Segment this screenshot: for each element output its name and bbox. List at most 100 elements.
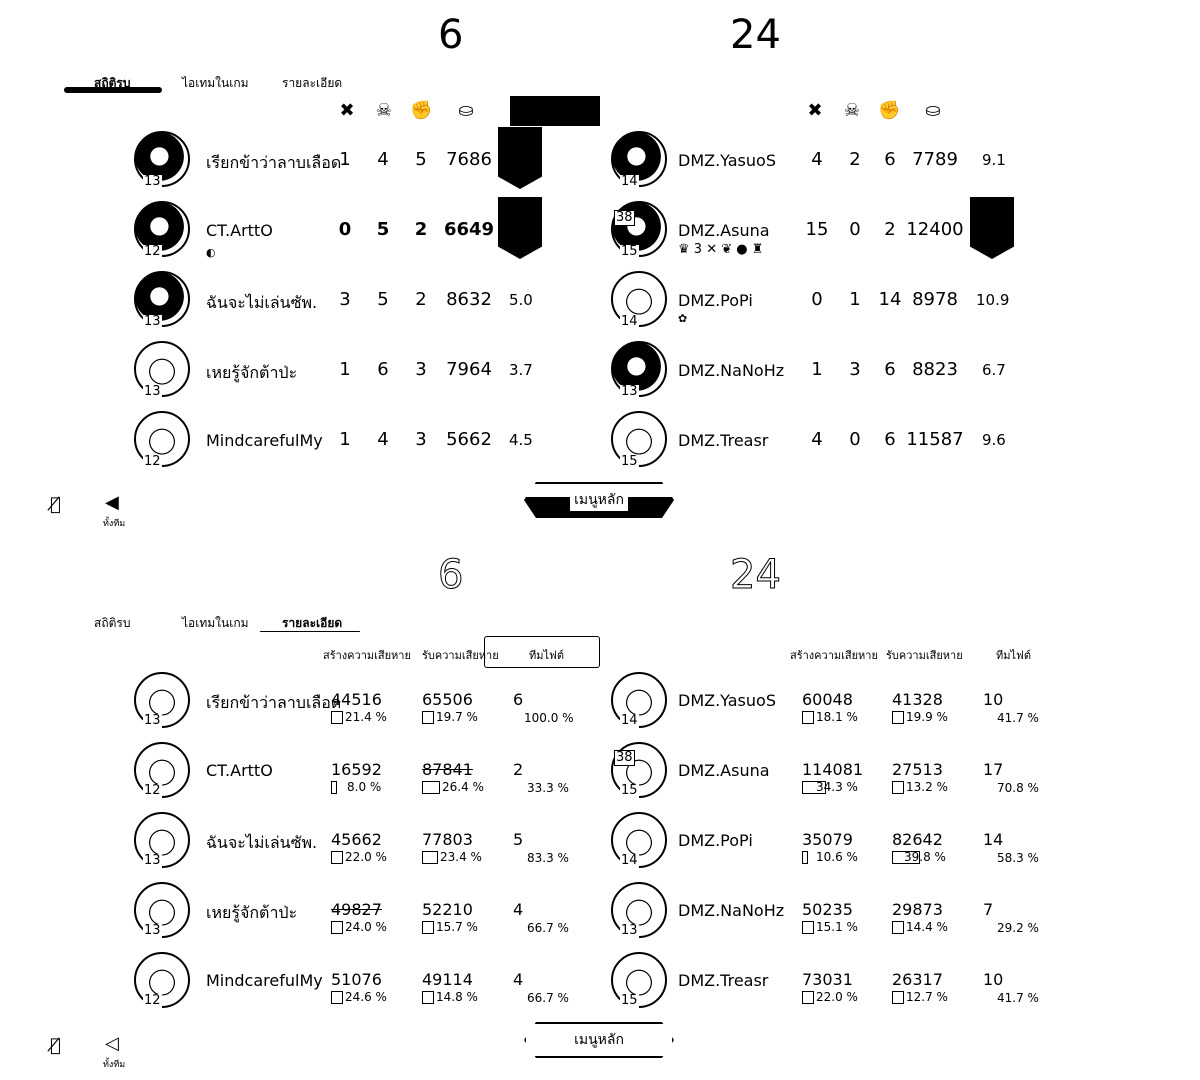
- teamfight-percent: 66.7 %: [527, 991, 569, 1005]
- damage-taken-value: 82642: [892, 830, 943, 849]
- player-level: 13: [620, 384, 639, 399]
- damage-dealt-value: 73031: [802, 970, 853, 989]
- tab-battle-stats[interactable]: สถิติรบ: [94, 76, 131, 90]
- main-menu-label: เมนูหลัก: [570, 1029, 628, 1051]
- damage-taken-percent: 23.4 %: [422, 850, 482, 864]
- assists-value: 6: [884, 429, 896, 450]
- player-name: DMZ.Asuna: [678, 761, 770, 780]
- assists-value: 6: [884, 149, 896, 170]
- gold-value: 8632: [446, 289, 492, 310]
- player-level: 12: [143, 244, 162, 259]
- kills-value: 15: [805, 219, 829, 240]
- active-tab-indicator: [260, 631, 360, 632]
- player-name: DMZ.YasuoS: [678, 151, 776, 170]
- kills-value: 1: [339, 359, 351, 380]
- tab-items[interactable]: ไอเทมในเกม: [182, 76, 249, 90]
- assists-value: 3: [415, 359, 427, 380]
- team-mute-label: ทั้งทีม: [103, 1060, 126, 1070]
- teamfight-value: 10: [983, 970, 1004, 989]
- player-name: ฉันจะไม่เล่นซัพ.: [206, 293, 318, 312]
- speaker-icon[interactable]: ◀: [105, 492, 119, 513]
- damage-taken-value: 41328: [892, 690, 943, 709]
- damage-taken-value: 77803: [422, 830, 473, 849]
- kills-value: 1: [339, 149, 351, 170]
- teamfight-percent: 29.2 %: [997, 921, 1039, 935]
- teamfight-value: 14: [983, 830, 1004, 849]
- tab-details[interactable]: รายละเอียด: [282, 76, 343, 90]
- player-name: CT.ArttO: [206, 761, 273, 780]
- gold-header-icon: ⛀: [458, 100, 474, 121]
- main-menu-button[interactable]: เมนูหลัก: [524, 482, 674, 518]
- teamfight-percent: 33.3 %: [527, 781, 569, 795]
- assists-header-icon: ✊: [410, 100, 433, 121]
- gold-value: 6649: [443, 219, 495, 240]
- player-name: เหยรู้จักต้าป่ะ: [206, 903, 298, 922]
- assists-value: 5: [415, 149, 427, 170]
- teamfight-header: ทีมไฟต์: [996, 649, 1031, 662]
- player-extra-badge: 38: [614, 210, 635, 226]
- damage-dealt-percent: 24.0 %: [331, 920, 387, 934]
- tab-items[interactable]: ไอเทมในเกม: [182, 616, 249, 630]
- damage-taken-percent: 19.9 %: [892, 710, 948, 724]
- rating-value: 6.7: [982, 361, 1006, 379]
- main-menu-label: เมนูหลัก: [570, 489, 628, 511]
- gold-value: 12400: [906, 219, 964, 240]
- gold-value: 11587: [906, 429, 964, 450]
- teamfight-value: 4: [513, 970, 524, 989]
- tab-battle-stats[interactable]: สถิติรบ: [94, 616, 131, 630]
- deaths-value: 6: [377, 359, 389, 380]
- player-name: MindcarefulMy: [206, 431, 323, 450]
- teamfight-value: 6: [513, 690, 524, 709]
- player-level: 12: [143, 454, 162, 469]
- player-name: DMZ.Treasr: [678, 431, 769, 450]
- assists-value: 3: [415, 429, 427, 450]
- damage-dealt-percent: 15.1 %: [802, 920, 858, 934]
- player-name: CT.ArttO: [206, 221, 273, 240]
- player-level: 13: [143, 314, 162, 329]
- deaths-value: 1: [849, 289, 861, 310]
- player-level: 13: [143, 174, 162, 189]
- damage-dealt-percent: 24.6 %: [331, 990, 387, 1004]
- teamfight-percent: 41.7 %: [997, 711, 1039, 725]
- rating-value: 10.9: [976, 291, 1010, 309]
- teamfight-percent: 83.3 %: [527, 851, 569, 865]
- teamfight-percent: 41.7 %: [997, 991, 1039, 1005]
- assists-header-icon: ✊: [878, 100, 901, 121]
- mic-muted-icon[interactable]: 🎙̸: [50, 494, 61, 515]
- kills-value: 1: [811, 359, 823, 380]
- speaker-icon[interactable]: ◁: [105, 1033, 119, 1054]
- assists-value: 14: [878, 289, 902, 310]
- damage-dealt-header: สร้างความเสียหาย: [323, 649, 411, 662]
- gold-value: 8823: [912, 359, 958, 380]
- mvp-badge: [498, 127, 542, 189]
- player-achievement-icons: ♛ 3 ✕ ❦ ● ♜: [678, 242, 764, 257]
- damage-dealt-value: 44516: [331, 690, 382, 709]
- deaths-value: 3: [849, 359, 861, 380]
- player-badges: ◐: [206, 246, 216, 259]
- teamfight-percent: 66.7 %: [527, 921, 569, 935]
- damage-taken-percent: 14.4 %: [892, 920, 948, 934]
- player-name: DMZ.Treasr: [678, 971, 769, 990]
- gold-value: 7686: [446, 149, 492, 170]
- player-level: 14: [620, 174, 639, 189]
- deaths-value: 5: [377, 289, 389, 310]
- damage-dealt-percent: 18.1 %: [802, 710, 858, 724]
- teamfight-value: 5: [513, 830, 524, 849]
- teamfight-value: 7: [983, 900, 994, 919]
- player-name: เรียกข้าว่าลาบเลือด: [206, 153, 342, 172]
- damage-taken-value: 87841: [422, 760, 473, 779]
- damage-taken-header: รับความเสียหาย: [886, 649, 963, 662]
- damage-taken-value: 26317: [892, 970, 943, 989]
- deaths-value: 2: [849, 149, 861, 170]
- damage-dealt-percent: 10.6 %: [802, 850, 858, 864]
- teamfight-header-box[interactable]: [484, 636, 600, 668]
- damage-taken-value: 27513: [892, 760, 943, 779]
- gold-value: 7789: [912, 149, 958, 170]
- main-menu-button[interactable]: เมนูหลัก: [524, 1022, 674, 1058]
- player-level: 12: [143, 993, 162, 1008]
- kills-value: 4: [811, 429, 823, 450]
- tab-details[interactable]: รายละเอียด: [282, 616, 343, 630]
- mic-muted-icon[interactable]: 🎙̸: [50, 1035, 61, 1056]
- rating-value: 3.7: [509, 361, 533, 379]
- player-avatar[interactable]: [611, 341, 667, 397]
